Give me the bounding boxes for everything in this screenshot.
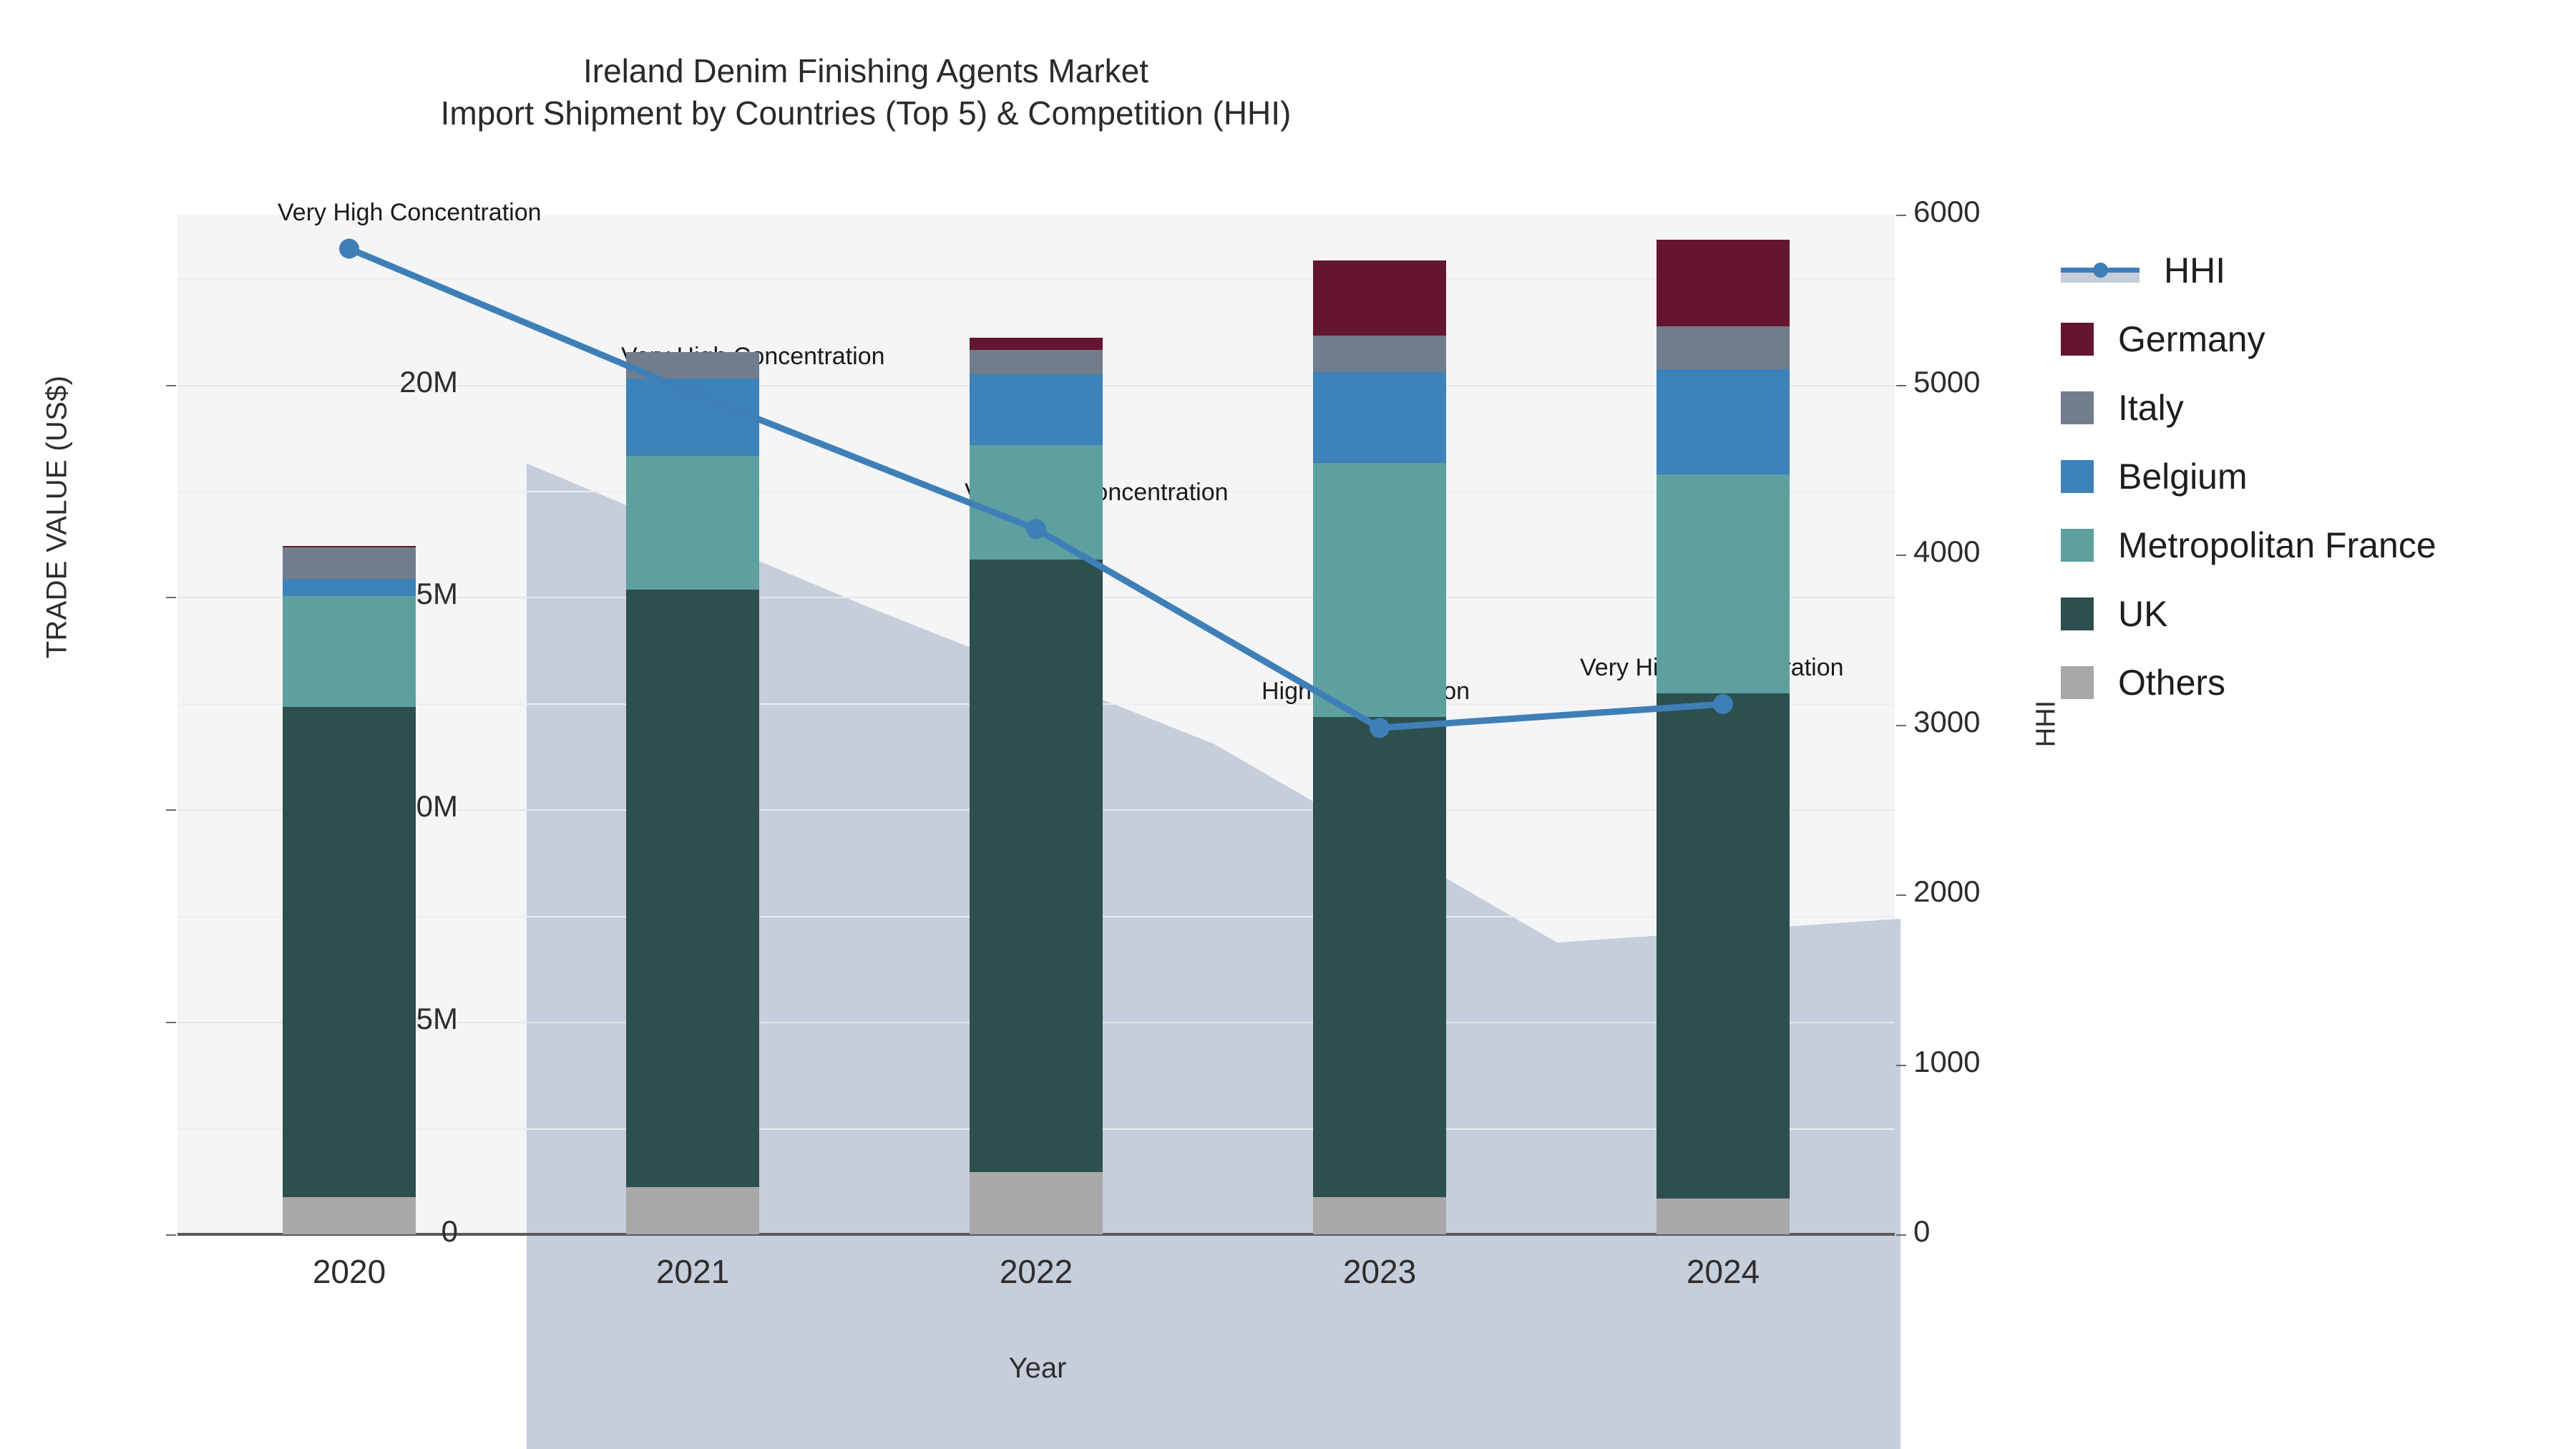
bar-segment[interactable] xyxy=(1313,716,1446,1197)
y-axis-right-tick-mark xyxy=(1896,555,1906,556)
bar-segment[interactable] xyxy=(1313,371,1446,463)
chart-legend: HHI Germany Italy Belgium Metropolitan Franc… xyxy=(2061,236,2436,717)
hhi-area-fill xyxy=(527,463,1901,1449)
bar-segment[interactable] xyxy=(970,559,1103,1172)
legend-item[interactable]: Belgium xyxy=(2061,442,2436,511)
y-axis-left-tick-mark xyxy=(166,384,176,386)
y-axis-right-tick-mark xyxy=(1896,1064,1906,1066)
legend-item[interactable]: Others xyxy=(2061,648,2436,717)
legend-line-swatch xyxy=(2061,254,2140,287)
bar-segment[interactable] xyxy=(970,445,1103,560)
y-axis-left-label: TRADE VALUE (US$) xyxy=(41,375,73,659)
y-axis-right-tick-mark xyxy=(1896,215,1906,216)
y-axis-left-tick-mark xyxy=(166,809,176,811)
bar-segment[interactable] xyxy=(1657,1198,1790,1234)
hhi-line-overlay xyxy=(339,238,1733,738)
x-axis-line xyxy=(177,1233,1895,1236)
chart-title: Ireland Denim Finishing Agents Market Im… xyxy=(0,50,1732,135)
hhi-data-point[interactable] xyxy=(339,238,359,259)
bar-segment[interactable] xyxy=(1657,326,1790,369)
bar-segment[interactable] xyxy=(1313,260,1446,336)
y-axis-left-tick-mark xyxy=(166,1234,176,1236)
hhi-data-point[interactable] xyxy=(1370,718,1390,738)
legend-item-label: Belgium xyxy=(2118,457,2248,497)
hhi-data-point[interactable] xyxy=(1713,694,1733,714)
bar-segment[interactable] xyxy=(1657,240,1790,327)
bar-segment[interactable] xyxy=(1657,474,1790,694)
y-axis-left-tick-label: 0 xyxy=(441,1214,458,1248)
y-axis-right-tick-mark xyxy=(1896,894,1906,896)
y-axis-right-label: HHI xyxy=(2031,700,2062,748)
hhi-data-point[interactable] xyxy=(1026,519,1046,540)
bar-segment[interactable] xyxy=(626,589,759,1187)
hhi-data-point[interactable] xyxy=(683,383,703,404)
bar-segment[interactable] xyxy=(970,1171,1103,1234)
bar-segment[interactable] xyxy=(970,349,1103,374)
y-axis-right-tick-label: 4000 xyxy=(1913,535,1981,568)
bar-segment[interactable] xyxy=(1313,462,1446,717)
x-axis-tick-label: 2022 xyxy=(999,1253,1073,1290)
chart-title-line-2: Import Shipment by Countries (Top 5) & C… xyxy=(440,94,1292,132)
legend-color-swatch xyxy=(2061,666,2094,699)
bar-segment[interactable] xyxy=(283,547,416,579)
x-axis-tick-label: 2020 xyxy=(312,1253,386,1290)
bar-segment[interactable] xyxy=(970,337,1103,350)
y-axis-right-tick-mark xyxy=(1896,384,1906,386)
legend-item-label: Germany xyxy=(2118,319,2265,359)
bar-segment[interactable] xyxy=(283,578,416,596)
legend-color-swatch xyxy=(2061,391,2094,424)
chart-title-line-1: Ireland Denim Finishing Agents Market xyxy=(582,52,1149,89)
x-axis-tick-label: 2023 xyxy=(1342,1253,1417,1290)
gridline xyxy=(177,278,1895,280)
legend-color-swatch xyxy=(2061,529,2094,562)
legend-color-swatch xyxy=(2061,323,2094,356)
bar-segment[interactable] xyxy=(970,374,1103,446)
bar-segment[interactable] xyxy=(1657,693,1790,1199)
concentration-annotation: Very High Concentration xyxy=(278,198,542,226)
y-axis-right-tick-label: 1000 xyxy=(1913,1044,1981,1078)
bar-segment[interactable] xyxy=(626,1186,759,1234)
y-axis-left-tick-mark xyxy=(166,1022,176,1024)
bar-segment[interactable] xyxy=(283,546,416,547)
y-axis-right-tick-label: 2000 xyxy=(1913,874,1981,908)
hhi-line-series xyxy=(527,463,1901,1449)
y-axis-right-tick-label: 5000 xyxy=(1913,364,1981,399)
legend-item-label: Metropolitan France xyxy=(2118,525,2436,565)
y-axis-left-tick-label: 5M xyxy=(416,1002,458,1036)
legend-item-label: UK xyxy=(2118,594,2168,634)
bar-segment[interactable] xyxy=(626,456,759,590)
bar-segment[interactable] xyxy=(1313,1196,1446,1234)
legend-item[interactable]: Metropolitan France xyxy=(2061,511,2436,580)
y-axis-left-tick-mark xyxy=(166,597,176,599)
y-axis-right-tick-mark xyxy=(1896,724,1906,726)
y-axis-right-tick-label: 6000 xyxy=(1913,195,1981,228)
legend-item[interactable]: UK xyxy=(2061,580,2436,648)
legend-item-label: HHI xyxy=(2164,250,2226,291)
legend-item[interactable]: Germany xyxy=(2061,305,2436,374)
hhi-line xyxy=(348,245,1724,731)
legend-item[interactable]: HHI xyxy=(2061,236,2436,305)
bar-segment[interactable] xyxy=(1313,335,1446,372)
legend-item-label: Others xyxy=(2118,663,2226,703)
y-axis-right-tick-label: 3000 xyxy=(1913,704,1981,738)
legend-color-swatch xyxy=(2061,597,2094,630)
bar-segment[interactable] xyxy=(1657,369,1790,475)
legend-item[interactable]: Italy xyxy=(2061,374,2436,442)
x-axis-tick-label: 2024 xyxy=(1686,1253,1760,1290)
legend-color-swatch xyxy=(2061,460,2094,493)
y-axis-right-tick-label: 0 xyxy=(1913,1214,1931,1248)
legend-item-label: Italy xyxy=(2118,388,2184,428)
y-axis-right-tick-mark xyxy=(1896,1234,1906,1236)
bar-segment[interactable] xyxy=(283,706,416,1197)
y-axis-left-tick-label: 20M xyxy=(399,364,458,399)
bar-segment[interactable] xyxy=(283,595,416,707)
x-axis-tick-label: 2021 xyxy=(655,1253,730,1290)
x-axis-label: Year xyxy=(1008,1352,1067,1384)
bar-segment[interactable] xyxy=(283,1196,416,1234)
